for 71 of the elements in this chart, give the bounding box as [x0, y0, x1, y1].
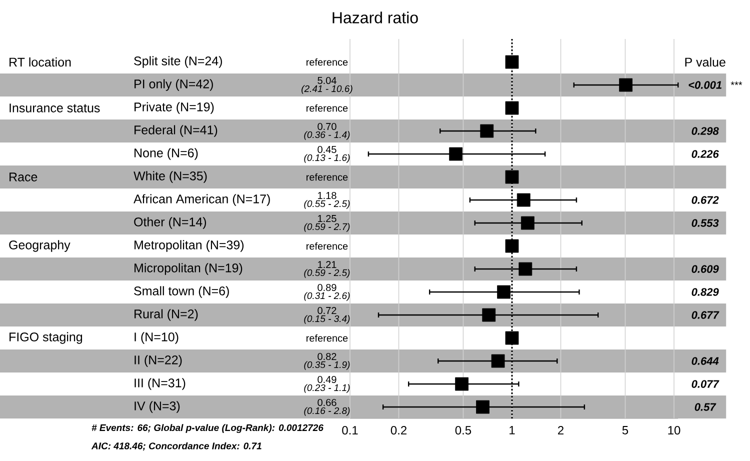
text: Race: [10, 172, 38, 182]
y-tick-label: Other (N=14): [134, 217, 206, 229]
y-tick-label: II (N=22): [134, 355, 182, 367]
annotation: (2.41 - 10.6): [302, 85, 352, 94]
text: 1.25: [318, 214, 336, 222]
text: 0.57: [694, 403, 716, 411]
text: reference: [306, 173, 348, 181]
text: (0.59 - 2.5): [304, 269, 350, 278]
text: (0.13 - 1.6): [304, 154, 350, 163]
text: 0.49: [318, 376, 336, 384]
y-tick-label: Metropolitan (N=39): [134, 240, 244, 252]
text: RT location: [10, 57, 71, 67]
text: (0.55 - 2.5): [304, 200, 350, 209]
text: 0.829: [692, 288, 719, 296]
text: 0.82: [318, 352, 336, 360]
y-tick-label: III (N=31): [134, 378, 186, 390]
text: Geography: [9, 240, 70, 252]
text: 0.609: [692, 265, 719, 273]
text: 1.21: [318, 261, 336, 268]
text: 0.72: [318, 306, 336, 314]
y-tick-label: Split site (N=24): [134, 56, 222, 68]
text: reference: [306, 242, 348, 250]
x-tick-label: 10: [668, 426, 680, 435]
text: (0.15 - 3.4): [304, 315, 350, 324]
x-tick-label: 0.2: [390, 426, 406, 435]
y-tick-label: I (N=10): [134, 332, 178, 344]
y-tick-label: IV (N=3): [134, 401, 180, 413]
text: 0.672: [692, 196, 719, 204]
text: (0.23 - 1.1): [304, 384, 350, 393]
text: Insurance status: [10, 104, 100, 112]
y-tick-label: Federal (N=41): [134, 125, 218, 137]
text: (0.36 - 1.4): [304, 131, 350, 140]
y-tick-label: African American (N=17): [134, 194, 270, 206]
text: 0.677: [692, 311, 720, 319]
x-tick-label: 0.5: [455, 426, 472, 435]
text: reference: [306, 334, 348, 342]
text: 0.077: [692, 380, 720, 388]
text: <0.001: [688, 81, 722, 89]
y-tick-label: Small town (N=6): [134, 286, 229, 298]
text: 0.553: [692, 219, 719, 227]
text: (0.16 - 2.8): [304, 407, 350, 416]
chart-title: Hazard ratio: [332, 12, 418, 24]
y-tick-label: Micropolitan (N=19): [134, 263, 242, 275]
x-tick-label: 5: [622, 426, 628, 434]
text: 0.644: [692, 357, 719, 365]
text: 1.18: [318, 192, 336, 200]
text: ***: [730, 82, 742, 86]
x-tick-label: 2: [558, 426, 564, 434]
x-tick-label: 0.1: [342, 426, 358, 435]
text: 0.226: [692, 150, 719, 158]
text: AIC: 418.46; Concordance Index: 0.71: [91, 442, 262, 451]
x-tick-label: 1: [510, 426, 515, 434]
text: (0.31 - 2.6): [304, 292, 350, 301]
text: 0.70: [318, 122, 336, 130]
text: 0.298: [692, 127, 719, 135]
y-tick-label: White (N=35): [134, 171, 207, 183]
text: 5.04: [318, 76, 336, 84]
text: 0.45: [318, 146, 336, 154]
y-tick-label: None (N=6): [134, 148, 198, 160]
text: # Events: 66; Global p-value (Log-Rank): 0.0012726: [92, 424, 324, 433]
text: 0.89: [318, 284, 336, 292]
text: (0.59 - 2.7): [304, 223, 350, 232]
text: (0.35 - 1.9): [304, 361, 350, 370]
text: P value: [685, 57, 726, 67]
y-tick-label: PI only (N=42): [134, 79, 213, 91]
text: reference: [306, 104, 348, 112]
y-tick-label: Private (N=19): [134, 102, 214, 114]
y-tick-label: Rural (N=2): [134, 309, 198, 321]
text: FIGO staging: [10, 332, 82, 344]
text: 0.66: [318, 398, 336, 406]
text: reference: [306, 58, 348, 66]
